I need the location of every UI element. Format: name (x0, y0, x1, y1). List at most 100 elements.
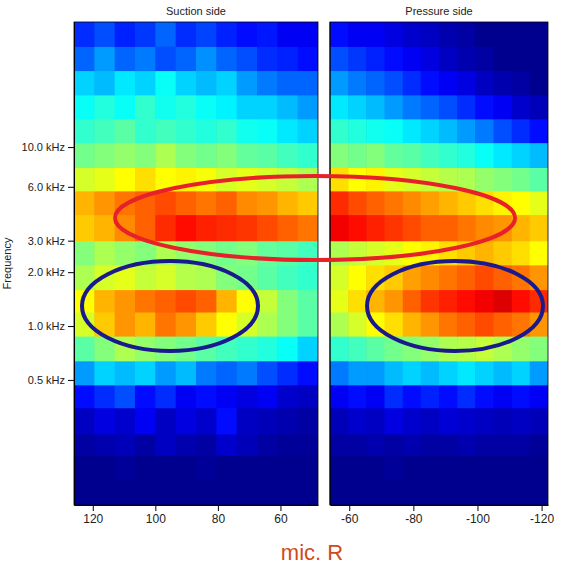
cell (421, 312, 440, 337)
cell (237, 241, 258, 266)
background (0, 0, 571, 574)
cell (530, 95, 548, 120)
cell (115, 455, 136, 479)
cell (216, 408, 237, 435)
cell (512, 143, 531, 168)
cell (94, 361, 115, 386)
cell (135, 265, 156, 290)
cell (176, 215, 197, 242)
cell (403, 143, 422, 168)
cell (135, 119, 156, 143)
cell (135, 361, 156, 386)
cell (494, 70, 513, 95)
cell (330, 191, 349, 215)
cell (475, 361, 494, 386)
tick-label: 100 (146, 512, 166, 526)
tick: 0.5 kHz (28, 374, 74, 386)
cell (257, 455, 278, 479)
cell (475, 167, 494, 191)
tick-mark (542, 505, 543, 511)
cell (298, 455, 318, 479)
cell (475, 479, 494, 505)
cell (439, 119, 458, 143)
cell (155, 434, 176, 456)
cell (403, 119, 422, 143)
cell (403, 434, 422, 456)
cell (494, 241, 513, 266)
cell (421, 215, 440, 242)
cell (457, 479, 476, 505)
cell (115, 385, 136, 409)
cell (216, 22, 237, 47)
cell (257, 46, 278, 71)
cell (257, 336, 278, 361)
cell (298, 191, 318, 215)
cell (115, 290, 136, 313)
caption: mic. R (281, 540, 343, 565)
cell (298, 408, 318, 435)
cell (135, 312, 156, 337)
cell (439, 95, 458, 120)
cell (257, 265, 278, 290)
cell (135, 455, 156, 479)
cell (457, 290, 476, 313)
cell (348, 312, 367, 337)
cell (277, 22, 298, 47)
cell (475, 312, 494, 337)
cell (74, 167, 95, 191)
cell (277, 434, 298, 456)
cell (330, 215, 349, 242)
cell (330, 70, 349, 95)
cell (176, 361, 197, 386)
cell (439, 143, 458, 168)
cell (512, 22, 531, 47)
cell (155, 143, 176, 168)
cell (421, 95, 440, 120)
cell (155, 455, 176, 479)
cell (176, 434, 197, 456)
cell (277, 312, 298, 337)
cell (421, 290, 440, 313)
cell (135, 70, 156, 95)
cell (348, 336, 367, 361)
cell (74, 479, 95, 505)
cell (403, 290, 422, 313)
cell (403, 312, 422, 337)
cell (385, 434, 404, 456)
cell (457, 361, 476, 386)
cell (74, 119, 95, 143)
cell (366, 119, 385, 143)
cell (366, 408, 385, 435)
cell (385, 143, 404, 168)
cell (196, 95, 217, 120)
cell (176, 70, 197, 95)
cell (385, 46, 404, 71)
cell (530, 119, 548, 143)
cell (421, 46, 440, 71)
cell (512, 361, 531, 386)
cell (298, 46, 318, 71)
tick-label: -100 (466, 512, 490, 526)
cell (115, 70, 136, 95)
cell (257, 434, 278, 456)
cell (439, 455, 458, 479)
cell (366, 336, 385, 361)
cell (135, 46, 156, 71)
cell (216, 312, 237, 337)
cell (176, 385, 197, 409)
cell (196, 455, 217, 479)
cell (348, 70, 367, 95)
cell (439, 70, 458, 95)
cell (237, 479, 258, 505)
y-axis: 0.5 kHz1.0 kHz2.0 kHz3.0 kHz6.0 kHz10.0 … (22, 23, 75, 506)
cell (512, 167, 531, 191)
tick-label: 1.0 kHz (28, 320, 65, 332)
cell (348, 385, 367, 409)
cell (257, 479, 278, 505)
cell (277, 70, 298, 95)
panel-title: Suction side (166, 5, 226, 17)
cell (237, 455, 258, 479)
tick-label: -120 (530, 512, 554, 526)
cell (196, 191, 217, 215)
cell (439, 312, 458, 337)
